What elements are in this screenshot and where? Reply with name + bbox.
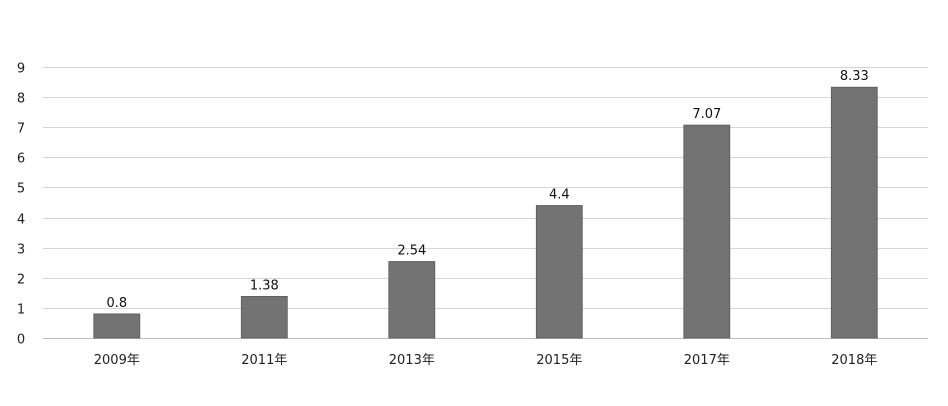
y-tick-label: 7 <box>17 122 25 137</box>
bar-2011年 <box>240 295 288 339</box>
x-tick-label: 2009年 <box>94 353 140 368</box>
y-tick-label: 9 <box>17 62 25 77</box>
bar-2015年 <box>535 205 583 339</box>
bars <box>93 86 878 339</box>
y-tick-label: 4 <box>17 213 25 228</box>
data-label: 7.07 <box>692 107 721 122</box>
data-label: 2.54 <box>397 244 426 259</box>
y-tick-label: 2 <box>17 273 25 288</box>
x-tick-label: 2018年 <box>831 353 877 368</box>
bar-2017年 <box>683 124 731 339</box>
x-tick-label: 2011年 <box>241 353 287 368</box>
bar-2018年 <box>830 86 878 339</box>
data-label: 0.8 <box>106 296 127 311</box>
y-tick-label: 5 <box>17 182 25 197</box>
data-label: 4.4 <box>549 188 570 203</box>
x-tick-label: 2013年 <box>389 353 435 368</box>
y-tick-label: 6 <box>17 152 25 167</box>
x-axis-tick-labels: 2009年 2011年 2013年 2015年 2017年 2018年 <box>94 353 878 368</box>
x-tick-label: 2015年 <box>536 353 582 368</box>
y-axis-tick-labels: 0 1 2 3 4 5 6 7 8 9 <box>17 62 25 348</box>
data-labels: 0.8 1.38 2.54 4.4 7.07 8.33 <box>106 69 868 311</box>
x-tick-label: 2017年 <box>684 353 730 368</box>
y-tick-label: 1 <box>17 303 25 318</box>
bar-2013年 <box>388 261 436 339</box>
gridlines <box>43 67 928 339</box>
bar-2009年 <box>93 313 141 339</box>
y-tick-label: 0 <box>17 333 25 348</box>
y-tick-label: 8 <box>17 92 25 107</box>
data-label: 8.33 <box>840 69 869 84</box>
y-tick-label: 3 <box>17 243 25 258</box>
data-label: 1.38 <box>250 278 279 293</box>
